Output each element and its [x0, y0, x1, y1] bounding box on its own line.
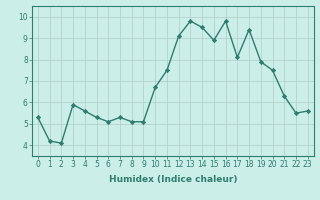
- X-axis label: Humidex (Indice chaleur): Humidex (Indice chaleur): [108, 175, 237, 184]
